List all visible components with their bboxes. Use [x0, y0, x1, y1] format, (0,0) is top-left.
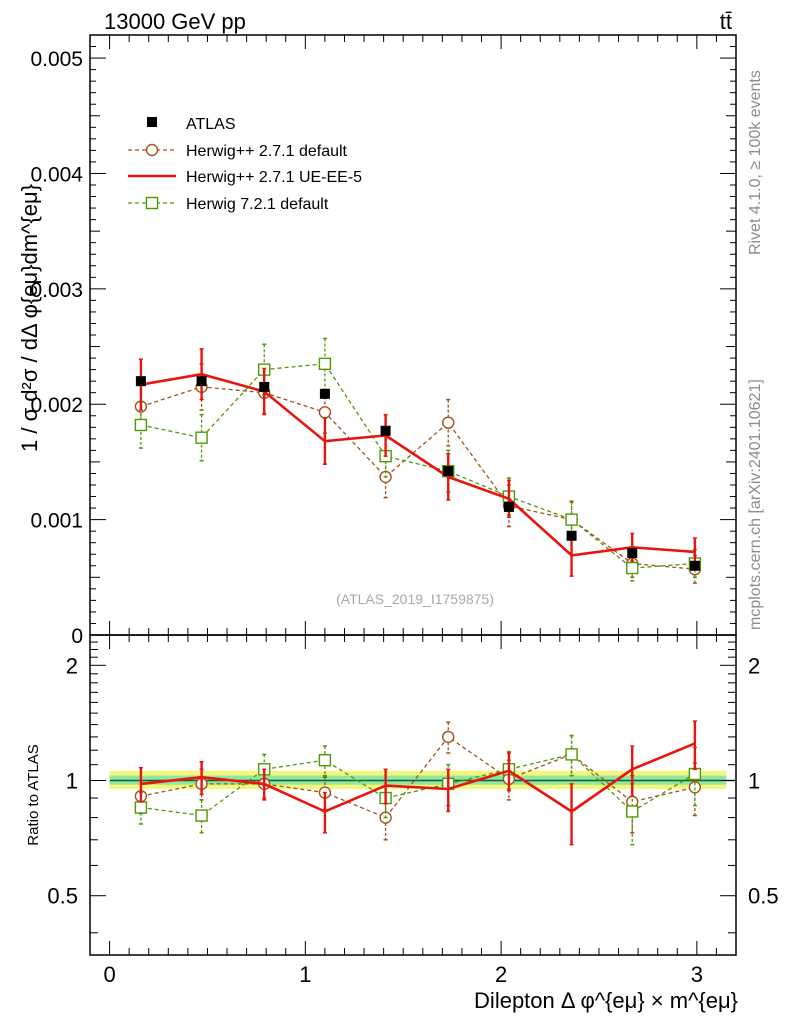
legend-atlas-marker	[147, 117, 157, 127]
y-tick-label: 0	[71, 625, 83, 648]
ratio-point-herwig-7-2-1-default	[134, 801, 148, 814]
top-point-atlas	[259, 381, 270, 392]
top-point-atlas	[689, 560, 700, 571]
top-point-herwig-7-2-1-default	[134, 418, 148, 432]
ratio-point-herwig-7-2-1-default	[688, 767, 702, 781]
top-panel-plot	[134, 337, 702, 584]
legend-herwig7-label: Herwig 7.2.1 default	[186, 196, 329, 213]
analysis-watermark: (ATLAS_2019_I1759875)	[336, 591, 494, 607]
legend-herwig7-marker	[145, 196, 159, 210]
y-tick-label: 0.001	[30, 510, 83, 533]
y-tick-label: 0.005	[30, 48, 83, 71]
x-tick-label: 1	[299, 962, 311, 987]
x-tick-label: 0	[103, 962, 115, 987]
ratio-tick-label-right: 2	[748, 653, 760, 678]
legend-herwigpp-default-label: Herwig++ 2.7.1 default	[186, 143, 348, 160]
top-point-herwig-7-2-1-default	[565, 513, 578, 526]
legend: ATLAS Herwig++ 2.7.1 default Herwig++ 2.…	[128, 116, 362, 213]
legend-atlas-label: ATLAS	[186, 116, 236, 133]
bottom-y-axis-label: Ratio to ATLAS	[25, 744, 42, 845]
bottom-panel-frame	[89, 634, 737, 956]
top-point-atlas	[196, 376, 207, 387]
energy-title: 13000 GeV pp	[104, 9, 246, 34]
top-point-atlas	[443, 466, 454, 477]
ratio-tick-label-right: 1	[748, 769, 760, 794]
x-axis-label: Dilepton Δ φ^{eμ} × m^{eμ}	[474, 988, 738, 1013]
x-tick-label: 3	[691, 962, 703, 987]
ratio-tick-label-right: 0.5	[748, 884, 779, 909]
top-point-herwig-7-2-1-default	[195, 431, 208, 444]
top-point-herwig-7-2-1-default	[318, 357, 332, 371]
ratio-series-line-herwig-7-2-1-default	[140, 753, 696, 817]
top-point-atlas	[503, 501, 514, 512]
top-point-atlas	[319, 388, 330, 399]
top-series-line-herwig-2-7-1-ue-ee-5	[140, 372, 695, 557]
top-series-line-herwig-7-2-1-default	[140, 363, 695, 569]
ratio-point-herwig-7-2-1-default	[195, 809, 208, 822]
rivet-label: Rivet 4.1.0, ≥ 100k events	[747, 70, 764, 255]
ratio-tick-label: 0.5	[47, 884, 78, 909]
legend-herwigpp-default-marker	[145, 143, 159, 157]
top-point-atlas	[380, 425, 391, 436]
top-point-atlas	[566, 530, 577, 541]
ratio-point-herwig-2-7-1-default	[442, 730, 455, 744]
y-tick-label: 0.003	[30, 279, 83, 302]
top-point-herwig-2-7-1-default	[442, 416, 455, 429]
top-y-axis-label: 1 / σ d²σ / dΔ φ{eμ}dm^{eμ}	[17, 184, 42, 452]
ratio-point-herwig-7-2-1-default	[318, 753, 332, 767]
top-point-atlas	[627, 548, 638, 559]
bottom-panel-plot	[109, 720, 736, 846]
top-point-atlas	[135, 376, 146, 387]
ratio-point-herwig-7-2-1-default	[565, 748, 578, 761]
ratio-series-line-herwig-2-7-1-default	[140, 736, 696, 819]
ratio-series-line-herwig-2-7-1-ue-ee-5	[140, 742, 696, 814]
axes-ticks: 0 1 2 3 0 0.001 0.002 0.003 0.004 0.005 0.5 0.5 1 1 2 2	[30, 34, 779, 987]
top-point-herwig-2-7-1-default	[318, 406, 332, 419]
ratio-point-herwig-7-2-1-default	[626, 805, 639, 818]
y-tick-label: 0.002	[30, 394, 83, 417]
legend-herwigpp-ueee5-label: Herwig++ 2.7.1 UE-EE-5	[186, 169, 362, 186]
top-point-herwig-7-2-1-default	[626, 561, 639, 575]
process-title: tt̄	[720, 9, 732, 34]
ratio-tick-label: 2	[66, 653, 78, 678]
x-tick-label: 2	[495, 962, 507, 987]
y-tick-label: 0.004	[30, 163, 83, 186]
mcplots-label: mcplots.cern.ch [arXiv:2401.10621]	[747, 379, 764, 630]
ratio-tick-label: 1	[66, 769, 78, 794]
